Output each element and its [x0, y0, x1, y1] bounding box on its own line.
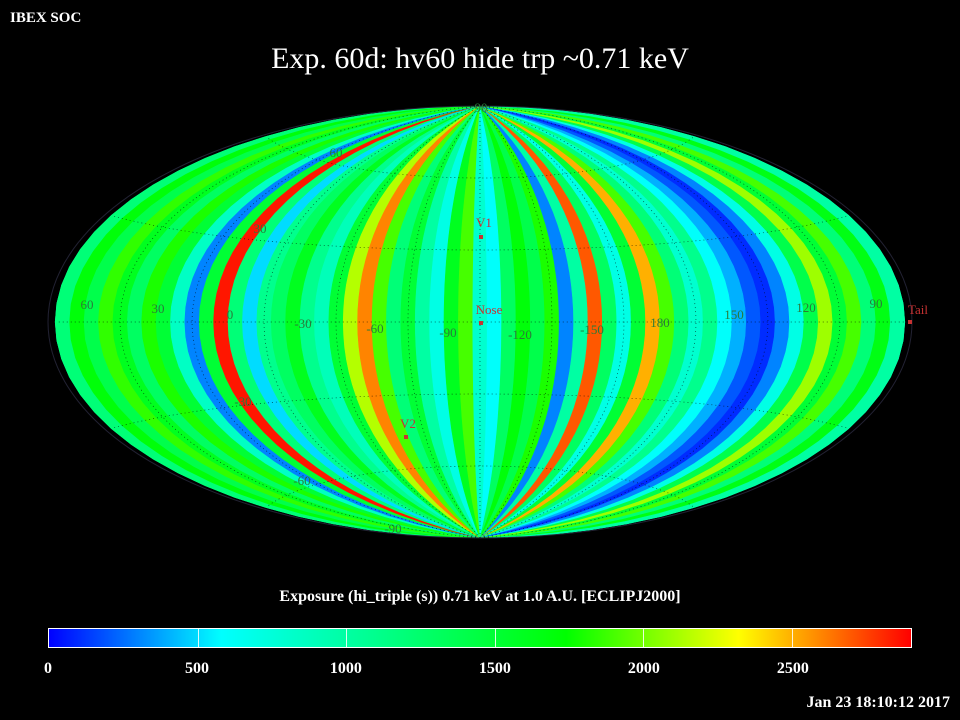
colorbar-tick-label: 500 — [184, 660, 209, 677]
grid-parallel — [266, 465, 697, 510]
latitude-label: 30 — [254, 221, 267, 236]
exposure-bands — [54, 106, 906, 538]
colorbar-tick-label: 2000 — [627, 660, 660, 677]
grid-parallel — [112, 213, 855, 251]
marker-v1-dot — [479, 235, 483, 239]
sky-markers: V1 Nose V2 Tail — [400, 215, 928, 439]
longitude-label: 150 — [724, 307, 744, 322]
colorbar-tick-label: 1500 — [478, 660, 511, 677]
longitude-label: 30 — [152, 301, 165, 316]
marker-tail-dot — [908, 320, 912, 324]
latitude-label: 90 — [475, 100, 488, 115]
latitude-label: -90 — [384, 521, 401, 536]
longitude-label: 120 — [796, 300, 816, 315]
grid-meridian — [335, 106, 481, 538]
grid-labels: 60 30 0 -30 -60 -90 -120 -150 180 150 120 90 90 60 30 -… — [81, 100, 883, 536]
colorbar-tick — [494, 629, 496, 647]
longitude-label: -30 — [294, 316, 311, 331]
map-title: Exp. 60d: hv60 hide trp ~0.71 keV — [271, 42, 689, 75]
colorbar-tick — [792, 629, 794, 647]
timestamp: Jan 23 18:10:12 2017 — [806, 694, 950, 711]
marker-nose-dot — [479, 321, 483, 325]
latitude-label: 60 — [330, 145, 343, 160]
grid-parallel — [112, 393, 855, 431]
marker-nose-label: Nose — [476, 302, 503, 317]
longitude-label: 90 — [870, 296, 883, 311]
marker-v2-label: V2 — [400, 416, 416, 431]
colorbar-caption: Exposure (hi_triple (s)) 0.71 keV at 1.0… — [279, 588, 681, 605]
longitude-label: 0 — [227, 307, 234, 322]
colorbar-tick — [197, 629, 199, 647]
colorbar-tick-label: 1000 — [329, 660, 362, 677]
colorbar-tick — [346, 629, 348, 647]
colorbar-tick — [643, 629, 645, 647]
marker-tail-label: Tail — [908, 302, 928, 317]
marker-v1-label: V1 — [476, 215, 492, 230]
latitude-label: -30 — [234, 394, 251, 409]
latitude-label: -60 — [293, 473, 310, 488]
longitude-label: -90 — [439, 325, 456, 340]
grid-parallel — [266, 134, 697, 179]
grid-meridian — [479, 106, 625, 538]
grid-meridian — [479, 106, 553, 538]
grid-meridian — [407, 106, 481, 538]
longitude-label: 180 — [650, 315, 670, 330]
longitude-label: -60 — [366, 321, 383, 336]
longitude-label: -150 — [580, 322, 604, 337]
longitude-label: -120 — [508, 327, 532, 342]
longitude-label: 60 — [81, 297, 94, 312]
colorbar-tick-label: 2500 — [776, 660, 809, 677]
source-label: IBEX SOC — [10, 10, 82, 26]
grid-meridian — [479, 106, 697, 538]
colorbar-tick-label: 0 — [44, 660, 52, 677]
marker-v2-dot — [404, 435, 408, 439]
colorbar — [48, 628, 912, 648]
grid-meridian — [263, 106, 481, 538]
